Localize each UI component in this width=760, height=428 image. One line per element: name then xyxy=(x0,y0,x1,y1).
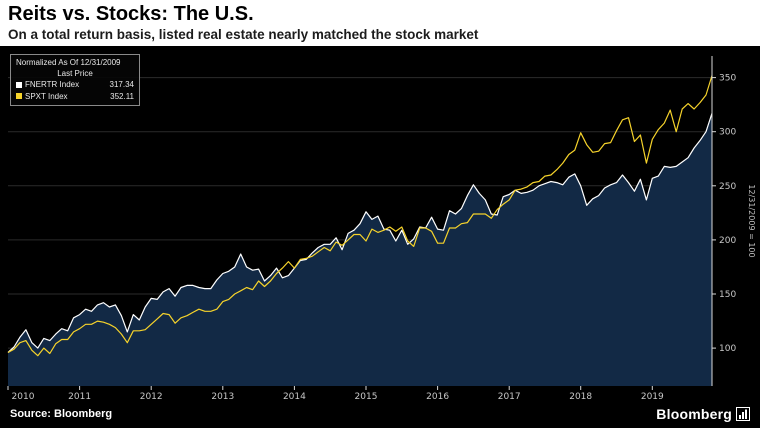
page-subtitle: On a total return basis, listed real est… xyxy=(8,27,479,42)
chart-footer: Source: Bloomberg Bloomberg xyxy=(0,400,760,428)
chart-header: Reits vs. Stocks: The U.S. On a total re… xyxy=(0,0,760,46)
legend-subheader: Last Price xyxy=(57,69,93,79)
svg-text:12/31/2009 = 100: 12/31/2009 = 100 xyxy=(747,184,756,257)
legend-swatch xyxy=(16,93,22,100)
legend-header: Normalized As Of 12/31/2009 xyxy=(16,58,121,67)
svg-text:2018: 2018 xyxy=(569,392,592,400)
legend-series-value: 352.11 xyxy=(110,91,134,101)
svg-text:2011: 2011 xyxy=(68,392,91,400)
bloomberg-logo-text: Bloomberg xyxy=(656,406,732,422)
legend-swatch xyxy=(16,81,22,88)
svg-text:100: 100 xyxy=(719,344,736,354)
svg-text:2019: 2019 xyxy=(641,392,664,400)
svg-text:300: 300 xyxy=(719,128,736,138)
svg-text:2012: 2012 xyxy=(140,392,163,400)
legend-item: SPXT Index 352.11 xyxy=(16,91,134,102)
svg-text:2013: 2013 xyxy=(211,392,234,400)
bloomberg-logo-icon xyxy=(736,407,750,421)
page-title: Reits vs. Stocks: The U.S. xyxy=(8,3,254,25)
svg-text:2010: 2010 xyxy=(12,392,35,400)
chart-legend: Normalized As Of 12/31/2009 Last Price F… xyxy=(10,54,140,106)
svg-text:250: 250 xyxy=(719,182,736,192)
svg-text:2016: 2016 xyxy=(426,392,449,400)
legend-series-value: 317.34 xyxy=(109,80,134,90)
svg-text:2015: 2015 xyxy=(355,392,378,400)
legend-series-name: SPXT Index xyxy=(25,91,68,101)
source-label: Source: Bloomberg xyxy=(10,408,113,420)
chart-area: 100 150 200 250 300 350 2010 2011 2012 2013 2014 20… xyxy=(0,46,760,400)
svg-text:2017: 2017 xyxy=(498,392,521,400)
legend-item: FNERTR Index 317.34 xyxy=(16,79,134,90)
legend-series-name: FNERTR Index xyxy=(25,80,80,90)
svg-text:2014: 2014 xyxy=(283,392,306,400)
svg-text:200: 200 xyxy=(719,236,736,246)
svg-text:150: 150 xyxy=(719,290,736,300)
svg-text:350: 350 xyxy=(719,74,736,84)
bloomberg-logo: Bloomberg xyxy=(656,406,750,422)
